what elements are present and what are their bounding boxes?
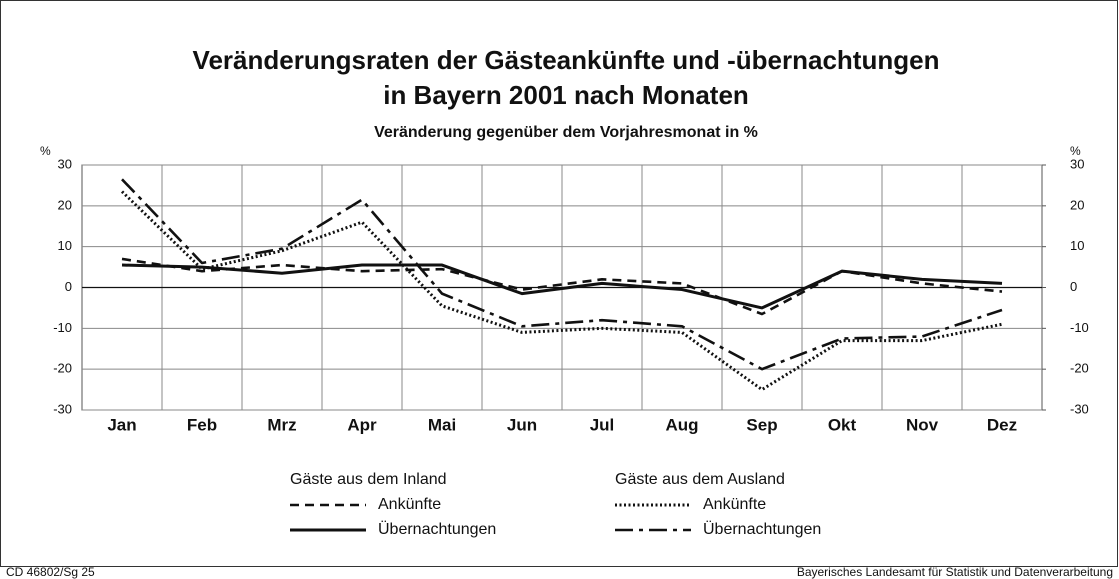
y2-tick-label: 0: [1070, 279, 1077, 294]
x-tick-label: Mrz: [267, 415, 296, 434]
x-tick-label: Apr: [347, 415, 377, 434]
y-tick-label: -10: [53, 320, 72, 335]
legend-label: Ankünfte: [378, 496, 441, 513]
y2-tick-label: 20: [1070, 197, 1084, 212]
chart-subtitle: Veränderung gegenüber dem Vorjahresmonat…: [374, 124, 758, 141]
x-tick-label: Dez: [987, 415, 1017, 434]
x-tick-label: Jan: [107, 415, 136, 434]
y-axis-label: %: [40, 144, 51, 158]
y-tick-label: 0: [65, 279, 72, 294]
chart-title: Veränderungsraten der Gästeankünfte und …: [193, 45, 940, 75]
x-tick-label: Jun: [507, 415, 537, 434]
x-tick-label: Nov: [906, 415, 939, 434]
x-tick-label: Okt: [828, 415, 857, 434]
x-tick-label: Sep: [746, 415, 777, 434]
y-tick-label: 10: [58, 238, 72, 253]
y-tick-label: 30: [58, 156, 72, 171]
y-tick-label: -30: [53, 401, 72, 416]
footer-left: CD 46802/Sg 25: [6, 565, 95, 579]
y2-tick-label: -10: [1070, 320, 1089, 335]
legend-label: Ankünfte: [703, 496, 766, 513]
y2-tick-label: 10: [1070, 238, 1084, 253]
legend-group-title: Gäste aus dem Inland: [290, 471, 447, 488]
legend-label: Übernachtungen: [703, 520, 821, 538]
footer-right: Bayerisches Landesamt für Statistik und …: [797, 565, 1113, 579]
chart-title: in Bayern 2001 nach Monaten: [383, 80, 749, 110]
y2-tick-label: -30: [1070, 401, 1089, 416]
y2-tick-label: 30: [1070, 156, 1084, 171]
x-tick-label: Jul: [590, 415, 615, 434]
y2-axis-label: %: [1070, 144, 1081, 158]
x-tick-label: Feb: [187, 415, 217, 434]
y-tick-label: 20: [58, 197, 72, 212]
x-tick-label: Mai: [428, 415, 456, 434]
x-tick-label: Aug: [665, 415, 698, 434]
series-line: [121, 178, 1003, 371]
y-tick-label: -20: [53, 361, 72, 376]
y2-tick-label: -20: [1070, 361, 1089, 376]
legend-group-title: Gäste aus dem Ausland: [615, 471, 785, 488]
legend-label: Übernachtungen: [378, 520, 496, 538]
series-line: [121, 263, 1003, 310]
series-line: [120, 190, 1003, 392]
